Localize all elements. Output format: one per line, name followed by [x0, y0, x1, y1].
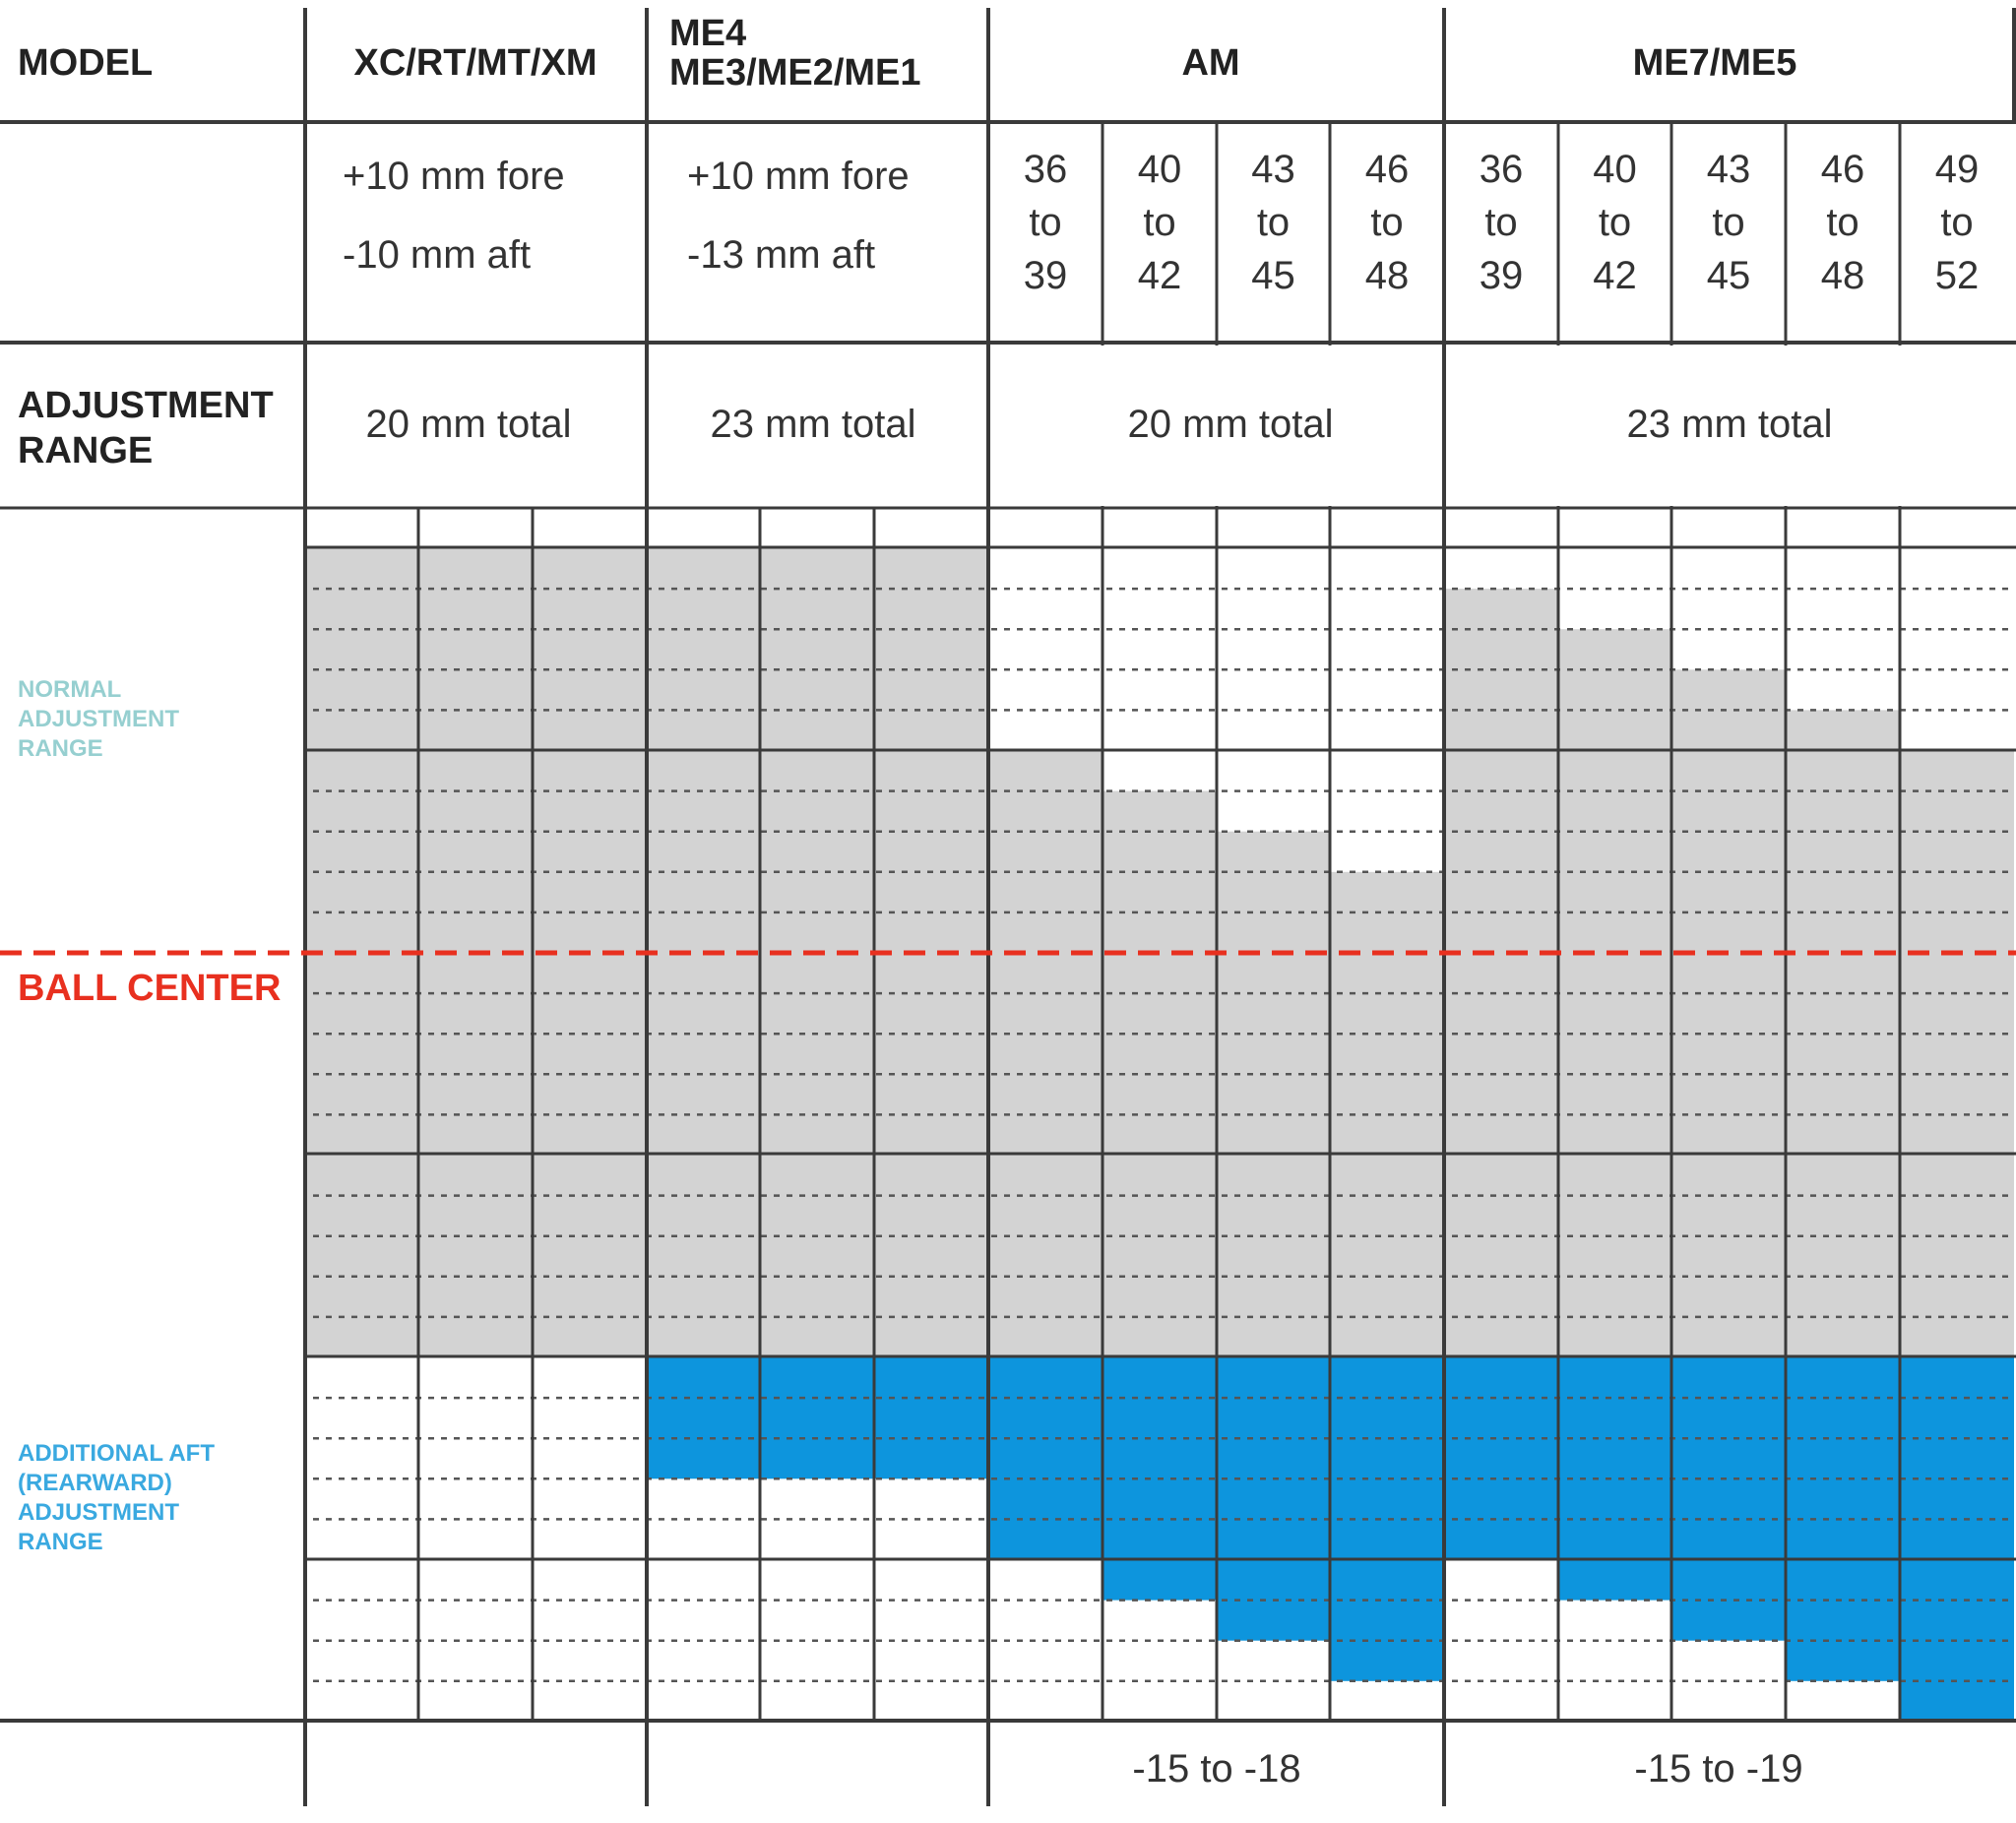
- normal-range-bar-15: [1900, 750, 2014, 1357]
- additional-label-line2: (REARWARD): [18, 1470, 172, 1496]
- am-size-label: to: [1370, 201, 1403, 244]
- additional-aft-bar-13: [1671, 1357, 1786, 1641]
- normal-range-bar-14: [1786, 710, 1900, 1357]
- am-size-label: to: [1143, 201, 1175, 244]
- group-header-xc: XC/RT/MT/XM: [354, 42, 598, 84]
- am-size-label: 48: [1365, 254, 1410, 297]
- normal-label-line3: RANGE: [18, 735, 103, 762]
- am-size-label: 40: [1138, 148, 1182, 191]
- me7-size-label: to: [1712, 201, 1744, 244]
- range-fills: [305, 548, 2014, 1722]
- additional-aft-bar-4: [647, 1357, 760, 1479]
- normal-range-bar-13: [1671, 669, 1786, 1357]
- additional-aft-bar-5: [760, 1357, 874, 1479]
- additional-aft-bar-15: [1900, 1357, 2014, 1722]
- me7-size-label: 52: [1935, 254, 1980, 297]
- am-size-label: 43: [1251, 148, 1295, 191]
- normal-range-bar-7: [988, 750, 1102, 1357]
- me7-size-label: 39: [1480, 254, 1524, 297]
- normal-range-bar-6: [874, 548, 988, 1357]
- spec-xc-aft: -10 mm aft: [343, 233, 531, 277]
- adjustment-am: 20 mm total: [1128, 403, 1334, 446]
- me7-size-label: 42: [1593, 254, 1637, 297]
- am-size-label: 42: [1138, 254, 1182, 297]
- normal-label-line1: NORMAL: [18, 676, 121, 703]
- am-size-label: to: [1029, 201, 1061, 244]
- adjustment-label-line2: RANGE: [18, 430, 153, 471]
- spec-xc-fore: +10 mm fore: [343, 155, 565, 198]
- additional-label-line3: ADJUSTMENT: [18, 1499, 179, 1526]
- normal-range-bar-9: [1217, 831, 1330, 1357]
- spec-me4-fore: +10 mm fore: [687, 155, 910, 198]
- model-label: MODEL: [18, 42, 153, 84]
- adjustment-me7: 23 mm total: [1627, 403, 1833, 446]
- me7-size-label: to: [1484, 201, 1517, 244]
- footer-am: -15 to -18: [1132, 1747, 1300, 1791]
- footer-me7: -15 to -19: [1634, 1747, 1802, 1791]
- additional-aft-bar-9: [1217, 1357, 1330, 1641]
- me7-size-label: to: [1826, 201, 1858, 244]
- group-header-am: AM: [1181, 42, 1239, 84]
- me7-size-label: 36: [1480, 148, 1524, 191]
- adjust-row-cover: [991, 346, 2014, 506]
- am-size-label: 46: [1365, 148, 1410, 191]
- me7-size-label: 45: [1707, 254, 1751, 297]
- additional-aft-bar-12: [1558, 1357, 1671, 1601]
- dotted-guides: [313, 587, 2008, 1683]
- me7-size-label: 43: [1707, 148, 1751, 191]
- am-size-label: 36: [1024, 148, 1068, 191]
- group-header-me4-line2: ME3/ME2/ME1: [669, 52, 921, 94]
- am-size-label: to: [1257, 201, 1290, 244]
- size-labels: 36 to 39 40 to 42 43 to 45 46 to 48 36 to 39 40 to 42 43 to…: [1024, 148, 1980, 297]
- additional-aft-bar-14: [1786, 1357, 1900, 1681]
- me7-size-label: 40: [1593, 148, 1637, 191]
- additional-label-line1: ADDITIONAL AFT: [18, 1440, 215, 1467]
- adjustment-me4: 23 mm total: [711, 403, 916, 446]
- additional-aft-bar-10: [1330, 1357, 1444, 1681]
- me7-size-label: 46: [1821, 148, 1865, 191]
- additional-aft-bar-11: [1444, 1357, 1558, 1560]
- me7-size-label: to: [1599, 201, 1631, 244]
- me7-size-label: 49: [1935, 148, 1980, 191]
- normal-range-bar-12: [1558, 629, 1671, 1357]
- am-size-label: 39: [1024, 254, 1068, 297]
- me7-size-label: to: [1940, 201, 1973, 244]
- adjustment-label-line1: ADJUSTMENT: [18, 385, 274, 426]
- normal-range-label: NORMAL ADJUSTMENT RANGE: [18, 676, 179, 762]
- group-header-me4-line1: ME4: [669, 13, 746, 54]
- am-size-label: 45: [1251, 254, 1295, 297]
- me7-size-label: 48: [1821, 254, 1865, 297]
- additional-aft-bar-7: [988, 1357, 1102, 1560]
- normal-label-line2: ADJUSTMENT: [18, 706, 179, 732]
- spec-me4-aft: -13 mm aft: [687, 233, 875, 277]
- additional-range-label: ADDITIONAL AFT (REARWARD) ADJUSTMENT RAN…: [18, 1440, 215, 1555]
- ball-center-label: BALL CENTER: [18, 968, 281, 1009]
- group-header-me7: ME7/ME5: [1633, 42, 1797, 84]
- adjustment-xc: 20 mm total: [366, 403, 572, 446]
- normal-range-bar-1: [305, 548, 418, 1357]
- grid-lines: [0, 8, 2016, 1806]
- cover-am-adjust: [991, 346, 1442, 506]
- normal-range-bar-11: [1444, 589, 1558, 1357]
- additional-aft-bar-6: [874, 1357, 988, 1479]
- cover-me7-adjust: [1447, 346, 2014, 506]
- additional-label-line4: RANGE: [18, 1529, 103, 1555]
